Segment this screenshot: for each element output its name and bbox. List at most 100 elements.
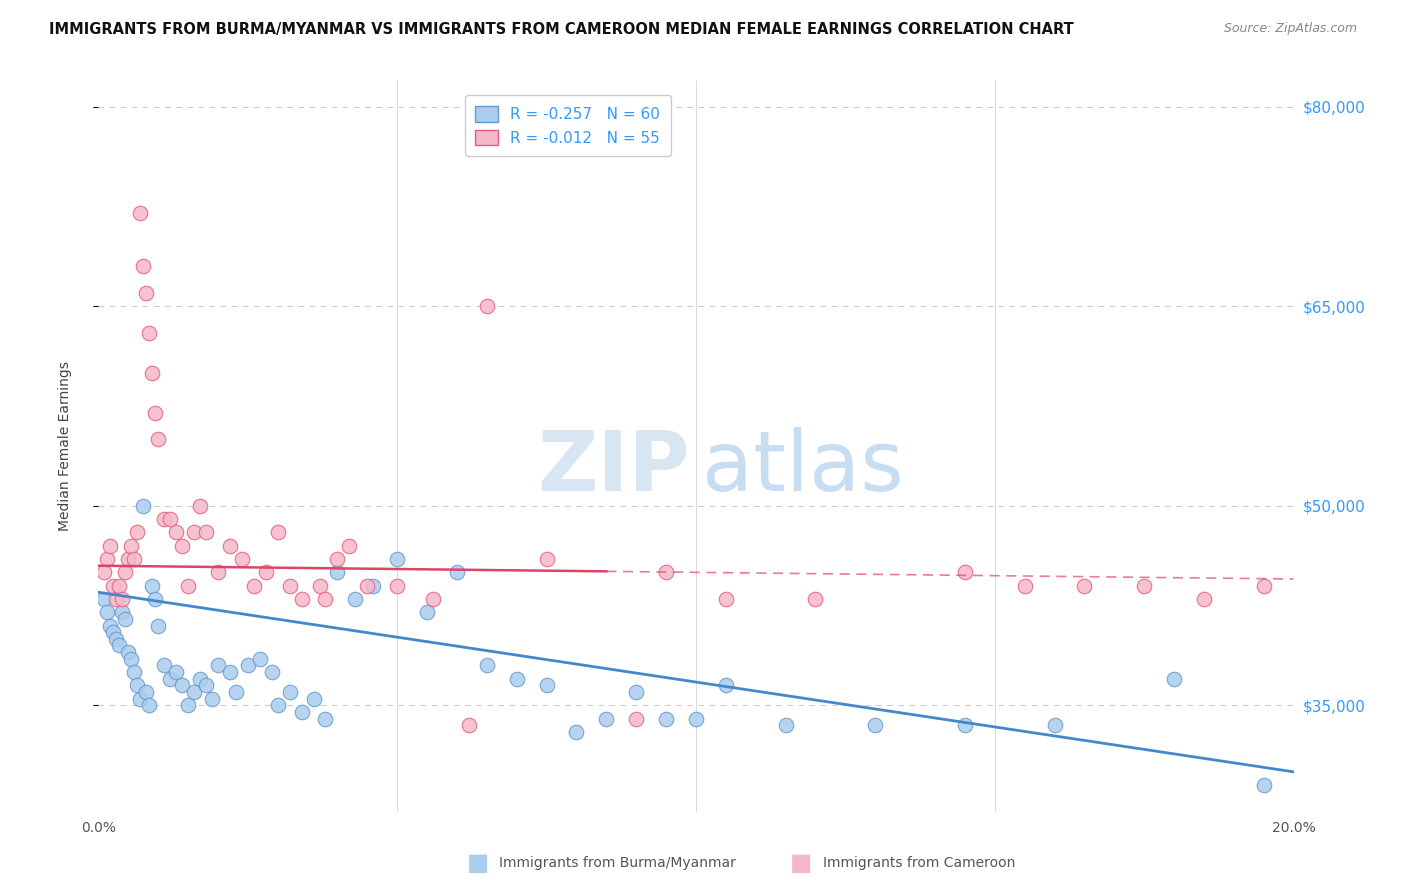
Point — [159, 672, 181, 686]
Point — [1253, 579, 1275, 593]
Point — [159, 512, 181, 526]
Point — [1043, 718, 1066, 732]
Point — [138, 326, 160, 340]
Point — [326, 566, 349, 580]
Point — [804, 591, 827, 606]
Point — [172, 678, 194, 692]
Point — [236, 658, 259, 673]
Point — [714, 591, 737, 606]
Point — [278, 685, 301, 699]
Point — [207, 658, 229, 673]
Text: ZIP: ZIP — [537, 427, 690, 508]
Point — [148, 433, 170, 447]
Point — [129, 206, 152, 220]
Point — [953, 718, 976, 732]
Point — [103, 579, 125, 593]
Point — [207, 566, 229, 580]
Point — [172, 539, 194, 553]
Point — [385, 579, 409, 593]
Text: Immigrants from Cameroon: Immigrants from Cameroon — [823, 856, 1015, 871]
Point — [153, 658, 176, 673]
Point — [291, 591, 314, 606]
Point — [363, 579, 385, 593]
Point — [475, 299, 498, 313]
Point — [195, 678, 218, 692]
Point — [165, 665, 187, 679]
Point — [177, 579, 200, 593]
Text: IMMIGRANTS FROM BURMA/MYANMAR VS IMMIGRANTS FROM CAMEROON MEDIAN FEMALE EARNINGS: IMMIGRANTS FROM BURMA/MYANMAR VS IMMIGRA… — [49, 22, 1074, 37]
Point — [114, 566, 136, 580]
Point — [105, 632, 128, 646]
Point — [93, 566, 115, 580]
Point — [243, 579, 266, 593]
Point — [135, 685, 157, 699]
Point — [108, 639, 131, 653]
Y-axis label: Median Female Earnings: Median Female Earnings — [58, 361, 72, 531]
Point — [416, 605, 439, 619]
Point — [655, 712, 678, 726]
Text: atlas: atlas — [702, 427, 904, 508]
Point — [105, 591, 128, 606]
Point — [117, 645, 139, 659]
Point — [1192, 591, 1215, 606]
Point — [141, 366, 163, 380]
Point — [143, 591, 166, 606]
Point — [219, 665, 242, 679]
Point — [315, 712, 337, 726]
Point — [1133, 579, 1156, 593]
Point — [132, 499, 155, 513]
Point — [254, 566, 277, 580]
Point — [536, 552, 558, 566]
Point — [132, 260, 155, 274]
Point — [249, 652, 271, 666]
Point — [225, 685, 247, 699]
Point — [188, 672, 211, 686]
Point — [98, 539, 122, 553]
Point — [267, 525, 290, 540]
Point — [231, 552, 253, 566]
Point — [315, 591, 337, 606]
Point — [143, 406, 166, 420]
Point — [135, 286, 157, 301]
Text: ■: ■ — [790, 852, 813, 875]
Point — [141, 579, 163, 593]
Point — [183, 525, 205, 540]
Point — [385, 552, 409, 566]
Point — [127, 525, 149, 540]
Point — [219, 539, 242, 553]
Point — [120, 539, 142, 553]
Point — [422, 591, 444, 606]
Point — [108, 579, 131, 593]
Point — [165, 525, 187, 540]
Point — [865, 718, 887, 732]
Point — [565, 725, 588, 739]
Point — [117, 552, 139, 566]
Point — [655, 566, 678, 580]
Point — [291, 705, 314, 719]
Point — [148, 618, 170, 632]
Point — [129, 691, 152, 706]
Point — [124, 552, 146, 566]
Point — [536, 678, 558, 692]
Point — [183, 685, 205, 699]
Point — [103, 625, 125, 640]
Point — [506, 672, 529, 686]
Point — [775, 718, 797, 732]
Point — [458, 718, 481, 732]
Point — [278, 579, 301, 593]
Point — [96, 552, 118, 566]
Text: Source: ZipAtlas.com: Source: ZipAtlas.com — [1223, 22, 1357, 36]
Point — [98, 618, 122, 632]
Point — [344, 591, 367, 606]
Point — [326, 552, 349, 566]
Point — [953, 566, 976, 580]
Point — [339, 539, 361, 553]
Point — [124, 665, 146, 679]
Text: ■: ■ — [467, 852, 489, 875]
Point — [714, 678, 737, 692]
Point — [1014, 579, 1036, 593]
Point — [120, 652, 142, 666]
Point — [308, 579, 330, 593]
Point — [114, 612, 136, 626]
Point — [111, 591, 134, 606]
